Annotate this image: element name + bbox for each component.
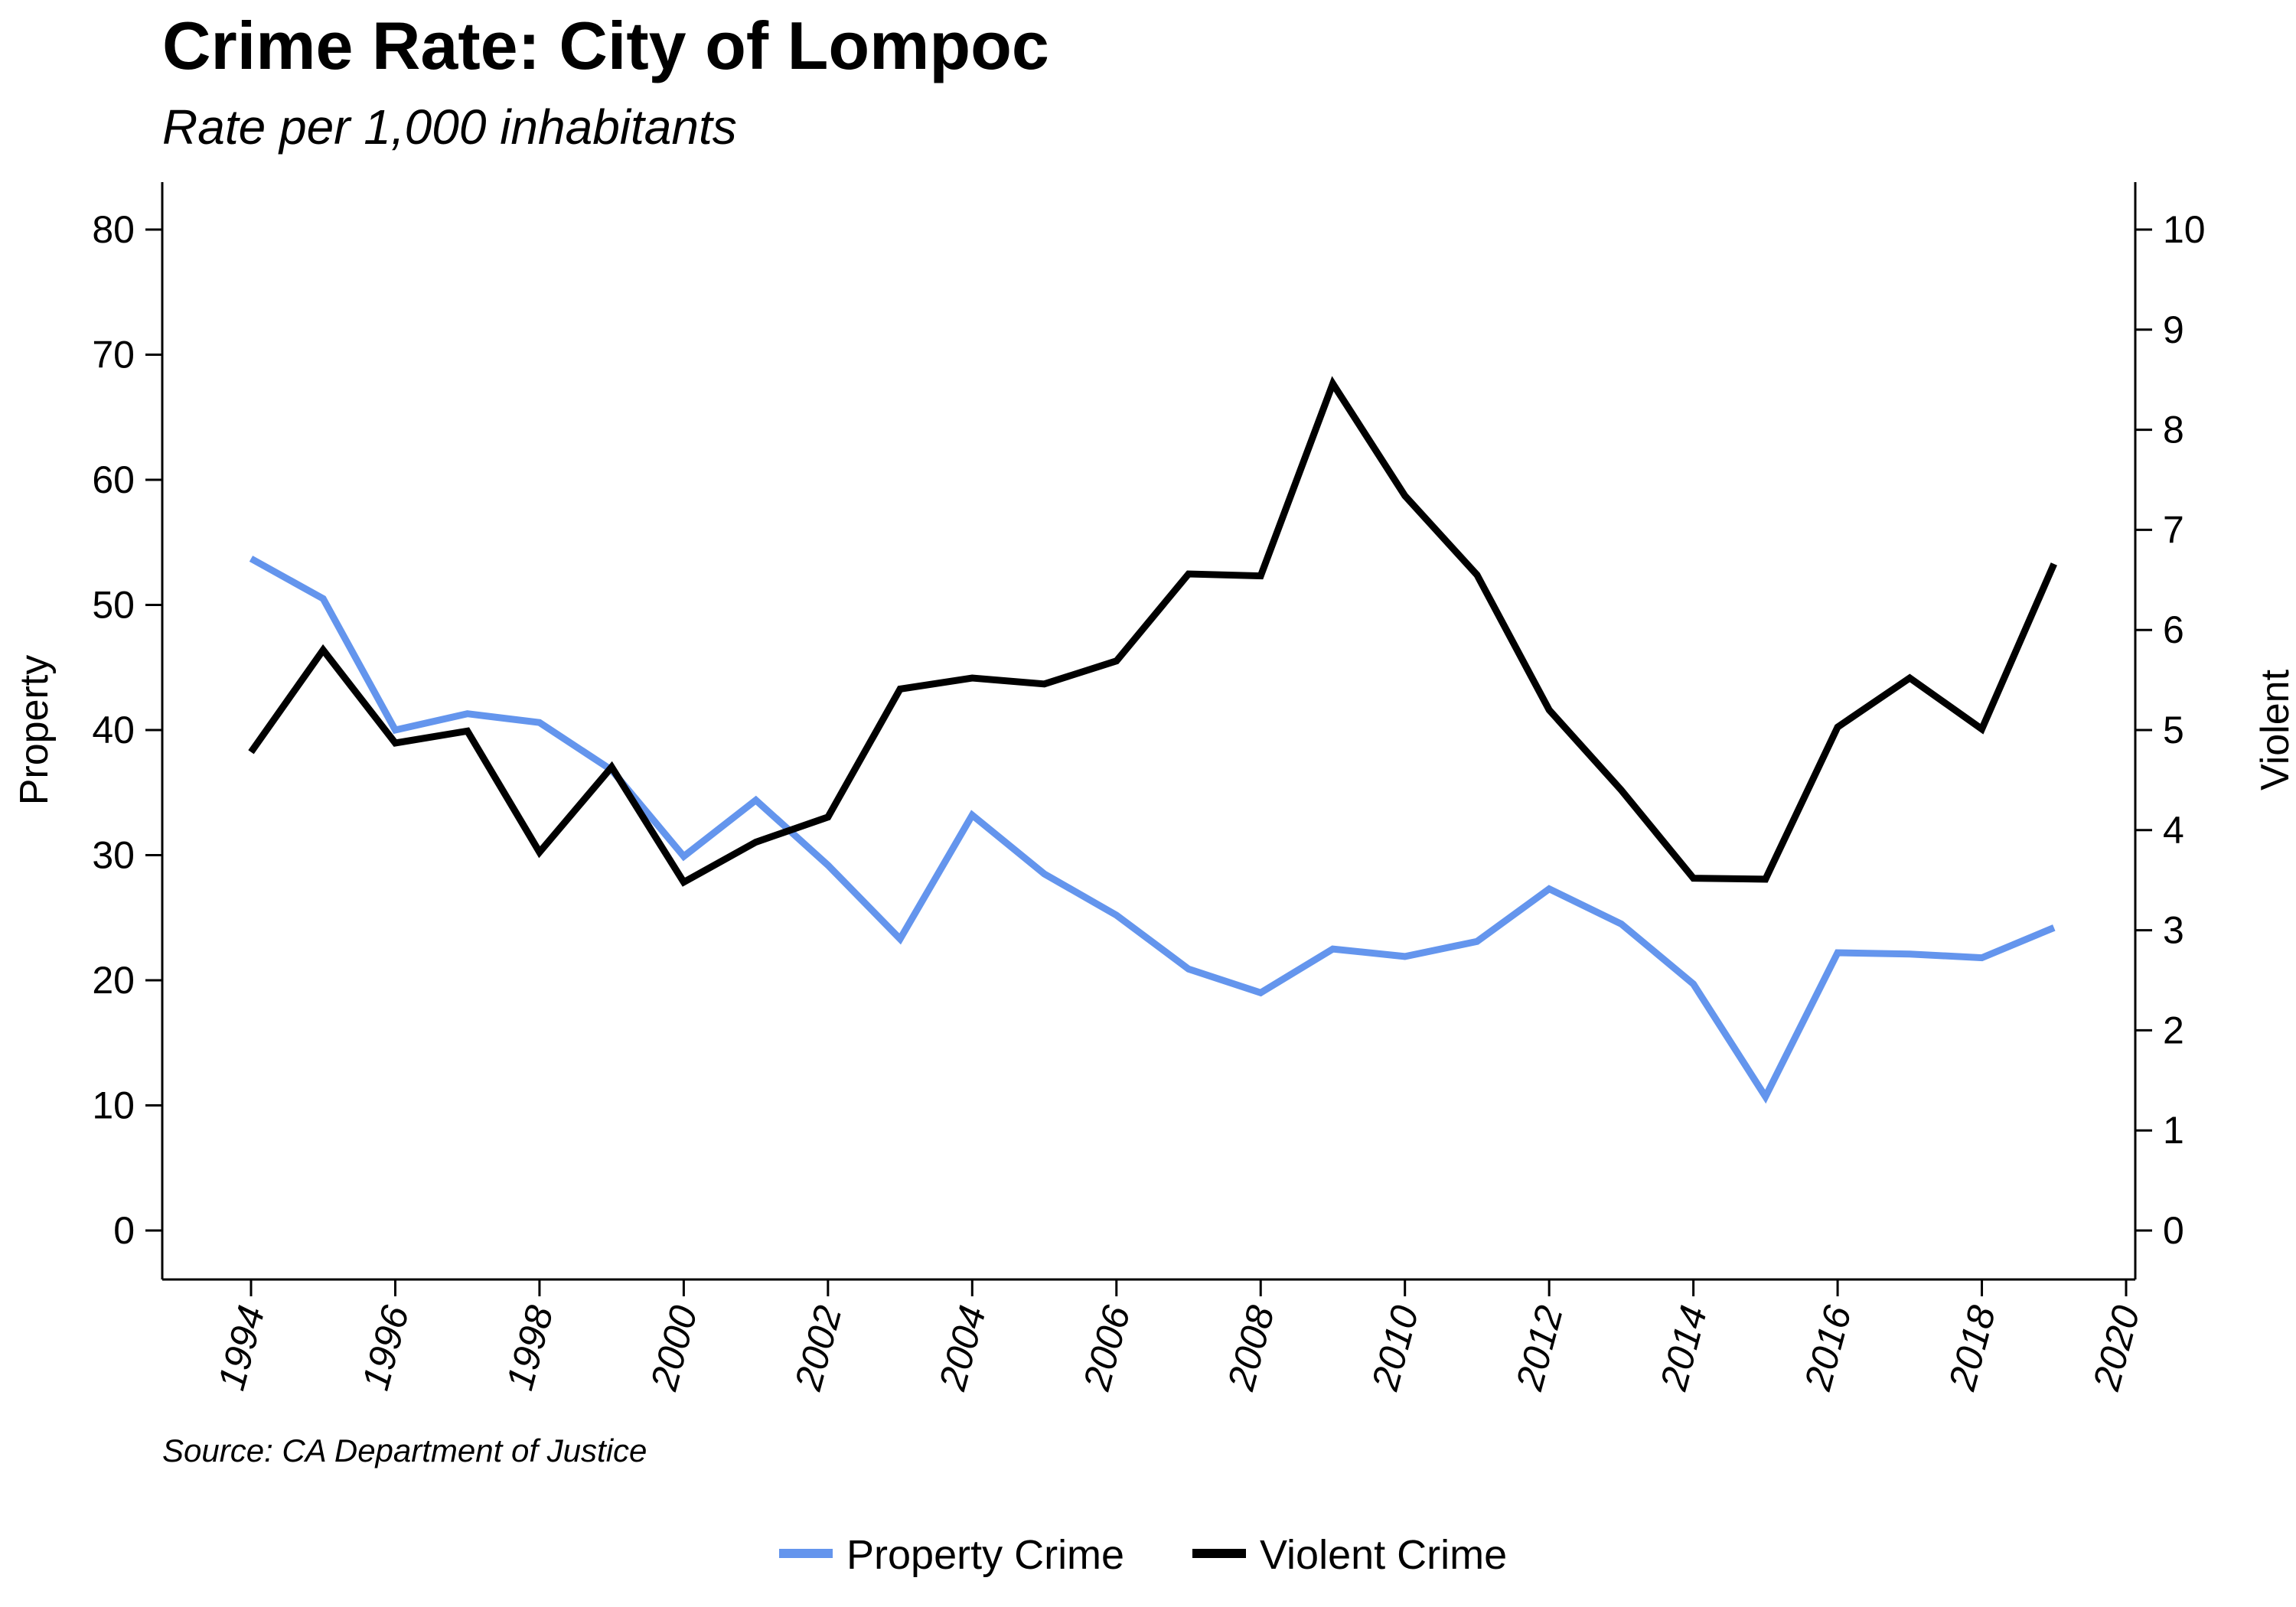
- y-right-tick-label: 0: [2163, 1209, 2184, 1252]
- x-tick-label: 2018: [1940, 1301, 2004, 1395]
- y-left-tick-label: 80: [92, 208, 135, 251]
- legend-label-property: Property Crime: [846, 1532, 1124, 1578]
- y-axis-left-label: Property: [12, 655, 57, 806]
- y-right-tick-label: 4: [2163, 809, 2184, 852]
- chart-title: Crime Rate: City of Lompoc: [162, 8, 1049, 83]
- legend-label-violent: Violent Crime: [1260, 1532, 1507, 1578]
- series-lines: [248, 376, 2057, 1104]
- y-right-tick-label: 5: [2163, 709, 2184, 751]
- x-tick-label: 2012: [1508, 1301, 1571, 1395]
- x-tick-label: 2000: [642, 1301, 706, 1395]
- x-tick-label: 2014: [1652, 1301, 1715, 1395]
- y-right-tick-label: 8: [2163, 409, 2184, 451]
- source-note: Source: CA Department of Justice: [162, 1433, 647, 1468]
- x-tick-label: 2008: [1219, 1301, 1283, 1395]
- y-left-tick-label: 10: [92, 1084, 135, 1127]
- x-tick-label: 2002: [786, 1301, 850, 1395]
- y-right-tick-label: 1: [2163, 1109, 2184, 1152]
- y-right-tick-label: 6: [2163, 608, 2184, 651]
- x-tick-label: 2020: [2084, 1301, 2148, 1395]
- y-right-tick-label: 9: [2163, 308, 2184, 351]
- x-tick-label: 1996: [354, 1301, 417, 1394]
- x-tick-label: 2010: [1363, 1301, 1427, 1395]
- y-left-tick-label: 70: [92, 334, 135, 376]
- y-right-tick-label: 7: [2163, 508, 2184, 551]
- y-right-tick-label: 10: [2163, 208, 2206, 251]
- y-right-tick-label: 2: [2163, 1009, 2184, 1051]
- x-tick-label: 2006: [1075, 1301, 1138, 1395]
- x-tick-label: 2004: [931, 1301, 994, 1395]
- y-left-tick-label: 0: [113, 1209, 135, 1252]
- series-line-violent: [248, 376, 2057, 887]
- y-left-tick-label: 60: [92, 458, 135, 501]
- y-left-tick-label: 40: [92, 709, 135, 751]
- y-left-tick-label: 50: [92, 584, 135, 627]
- y-left-tick-label: 30: [92, 834, 135, 877]
- y-axis-right-label: Violent: [2253, 669, 2296, 790]
- y-left-tick-label: 20: [92, 959, 135, 1002]
- chart-subtitle: Rate per 1,000 inhabitants: [162, 99, 737, 155]
- axes: 0 10 20 30 40 50 60 70 80 0 1 2 3 4 5 6 7 8 9 10 1994 1996 199…: [92, 182, 2206, 1395]
- series-line-property: [249, 556, 2056, 1104]
- x-tick-label: 2016: [1796, 1301, 1860, 1395]
- legend: Property Crime Violent Crime: [779, 1532, 1507, 1578]
- x-tick-label: 1994: [210, 1301, 273, 1394]
- x-tick-label: 1998: [498, 1301, 562, 1394]
- y-right-tick-label: 3: [2163, 909, 2184, 952]
